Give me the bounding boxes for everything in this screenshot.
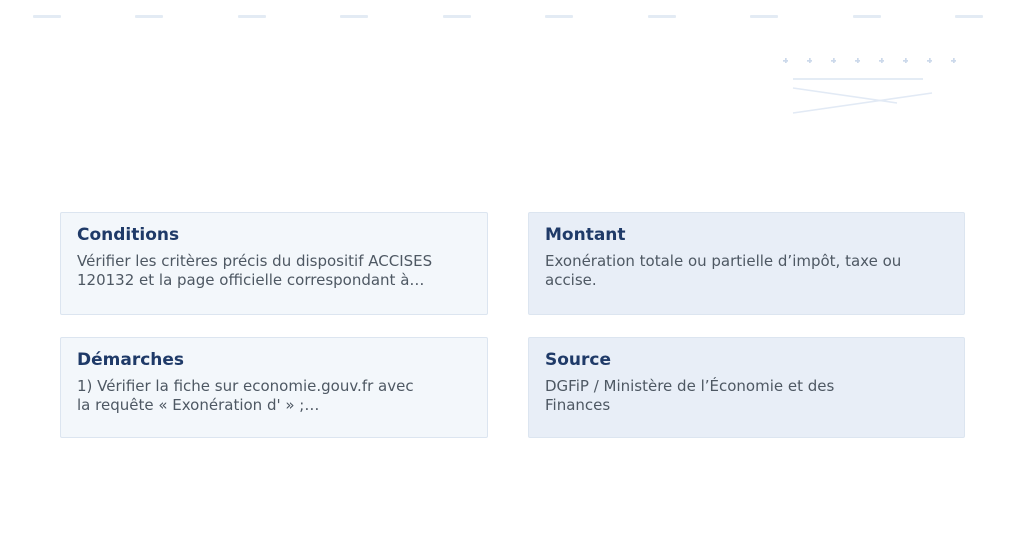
card-source-title: Source: [545, 350, 612, 370]
dot-icon: [807, 58, 812, 63]
dot-icon: [831, 58, 836, 63]
card-montant-body: Exonération totale ou partielle d’impôt,…: [545, 252, 902, 289]
card-source: Source DGFiP / Ministère de l’Économie e…: [528, 337, 965, 438]
card-conditions-body: Vérifier les critères précis du disposit…: [77, 252, 433, 289]
dot-icon: [855, 58, 860, 63]
card-montant: Montant Exonération totale ou partielle …: [528, 212, 965, 315]
top-dash-placeholder: [545, 15, 574, 18]
card-demarches: Démarches 1) Vérifier la fiche sur econo…: [60, 337, 488, 438]
card-conditions: Conditions Vérifier les critères précis …: [60, 212, 488, 315]
card-demarches-title: Démarches: [77, 350, 185, 370]
top-dash-placeholder: [442, 15, 471, 18]
dot-icon: [783, 58, 788, 63]
info-cards-grid: Conditions Vérifier les critères précis …: [60, 212, 965, 438]
dot-icon: [903, 58, 908, 63]
top-dash-placeholder: [750, 15, 779, 18]
card-demarches-body: 1) Vérifier la fiche sur economie.gouv.f…: [77, 377, 414, 414]
dot-icon: [927, 58, 932, 63]
top-dash-placeholder: [33, 15, 61, 18]
card-conditions-title: Conditions: [77, 225, 180, 245]
dot-icon: [879, 58, 884, 63]
decorative-dots-row: [783, 58, 956, 63]
decorative-sketch-lines: [792, 78, 933, 114]
top-dash-placeholder: [954, 15, 983, 18]
top-dash-row: [33, 15, 983, 18]
top-dash-placeholder: [135, 15, 164, 18]
top-dash-placeholder: [852, 15, 881, 18]
top-dash-placeholder: [340, 15, 369, 18]
card-source-body: DGFiP / Ministère de l’Économie et des F…: [545, 377, 835, 414]
dot-icon: [951, 58, 956, 63]
top-dash-placeholder: [237, 15, 266, 18]
card-montant-title: Montant: [545, 225, 626, 245]
top-dash-placeholder: [647, 15, 676, 18]
